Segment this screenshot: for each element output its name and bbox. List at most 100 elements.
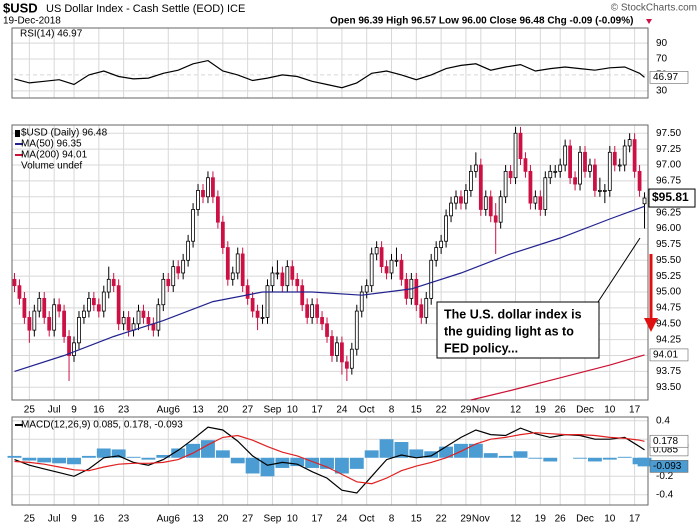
y-tick-label: 96.25	[656, 207, 681, 218]
candle-body	[593, 164, 597, 191]
x-tick-label: 17	[629, 514, 641, 525]
histogram-bar	[528, 457, 543, 459]
histogram-bar	[245, 457, 260, 474]
candle-body	[87, 297, 91, 312]
x-tick-label: 8	[389, 405, 395, 416]
x-tick-label: Nov	[472, 514, 490, 525]
candle-body	[528, 170, 533, 204]
candle-body	[439, 240, 444, 248]
candle-body	[77, 317, 81, 344]
series-line	[14, 432, 645, 485]
x-tick-label: 16	[93, 405, 105, 416]
candle-body	[533, 196, 538, 204]
candle-body	[215, 196, 220, 223]
x-tick-label: 20	[217, 405, 229, 416]
candle-body	[101, 291, 106, 312]
x-tick-label: 10	[287, 405, 299, 416]
x-tick-label: 29	[460, 405, 472, 416]
candle-body	[607, 151, 612, 191]
candle-body	[255, 310, 260, 318]
y-tick-label: 93.75	[656, 366, 681, 377]
candle-body	[429, 259, 434, 299]
candle-body	[275, 272, 280, 275]
y-tick-label: 94.50	[656, 318, 681, 329]
candle-body	[444, 215, 448, 242]
macd-legend: MACD(12,26,9) 0.085, 0.178, -0.093	[21, 420, 183, 431]
histogram-bar	[141, 457, 156, 460]
ma200-last-value: 94.01	[653, 350, 678, 361]
annotation-box	[436, 301, 600, 359]
candle-body	[464, 190, 468, 204]
candle-body	[111, 278, 116, 287]
candle-body	[166, 278, 171, 287]
candle-body	[96, 304, 101, 312]
annotation-text: the guiding light as to	[444, 324, 574, 338]
candle-body	[523, 158, 528, 172]
candle-body	[454, 196, 458, 204]
candle-body	[394, 259, 399, 262]
x-tick-label: 12	[510, 514, 522, 525]
candle-body	[191, 209, 195, 242]
x-tick-label: Jul	[48, 405, 61, 416]
candle-body	[637, 170, 642, 191]
trend-arrow-head	[644, 318, 658, 332]
candle-body	[265, 285, 270, 318]
credit: © StockCharts.com	[611, 3, 697, 14]
histogram-bar	[409, 449, 424, 458]
histogram-bar	[543, 457, 558, 462]
candle-body	[568, 145, 573, 179]
candle-body	[126, 317, 131, 331]
candle-body	[260, 317, 265, 319]
candle-body	[17, 285, 22, 299]
candle-body	[622, 145, 627, 166]
histogram-bar	[37, 457, 52, 463]
x-tick-label: 10	[287, 514, 299, 525]
candle-body	[459, 196, 463, 204]
candle-body	[354, 310, 359, 350]
annotation-text: FED policy...	[444, 341, 518, 355]
y-tick-label: 95.00	[656, 287, 681, 298]
candle-body	[106, 278, 111, 293]
candle-body	[325, 323, 329, 337]
candle-body	[553, 170, 558, 173]
x-tick-label: 17	[312, 514, 324, 525]
macd-last-value: 0.178	[653, 436, 678, 447]
macd-last-value-bg	[649, 434, 689, 448]
candle-body	[161, 278, 166, 306]
x-tick-label: Nov	[472, 405, 490, 416]
histogram-bar	[305, 457, 320, 468]
instrument-name: US Dollar Index - Cash Settle (EOD) ICE	[46, 3, 245, 15]
candle-body	[305, 304, 310, 318]
histogram-bar	[96, 448, 111, 458]
x-tick-label: 22	[436, 514, 448, 525]
y-tick-label: 0.4	[656, 415, 670, 426]
symbol: $USD	[3, 0, 38, 15]
candle-body	[240, 253, 245, 287]
x-tick-label: 24	[336, 514, 348, 525]
y-tick-label: -0.4	[656, 489, 674, 500]
candle-body	[548, 170, 553, 179]
candle-body	[47, 317, 52, 331]
y-tick-label: 96.75	[656, 176, 681, 187]
candle-body	[483, 196, 488, 210]
x-tick-label: Aug6	[157, 405, 181, 416]
candle-body	[558, 164, 563, 172]
candle-body	[310, 304, 315, 318]
y-tick-label: 95.50	[656, 255, 681, 266]
y-tick-label: 94.25	[656, 334, 681, 345]
candle-body	[379, 247, 384, 268]
chart-date: 19-Dec-2018	[3, 16, 61, 27]
macd-last-value-bg	[649, 460, 689, 473]
x-tick-label: 29	[460, 514, 472, 525]
quote-line: Open 96.39 High 96.57 Low 96.00 Close 96…	[330, 16, 633, 27]
candle-body	[578, 151, 582, 185]
candle-body	[617, 164, 622, 167]
x-tick-label: 22	[436, 405, 448, 416]
candle-body	[211, 177, 215, 198]
volume-legend: Volume undef	[21, 161, 82, 172]
candle-body	[32, 310, 37, 331]
x-tick-label: 8	[389, 514, 395, 525]
histogram-bar	[483, 453, 498, 458]
candle-body	[245, 285, 250, 299]
candle-body	[280, 272, 285, 287]
